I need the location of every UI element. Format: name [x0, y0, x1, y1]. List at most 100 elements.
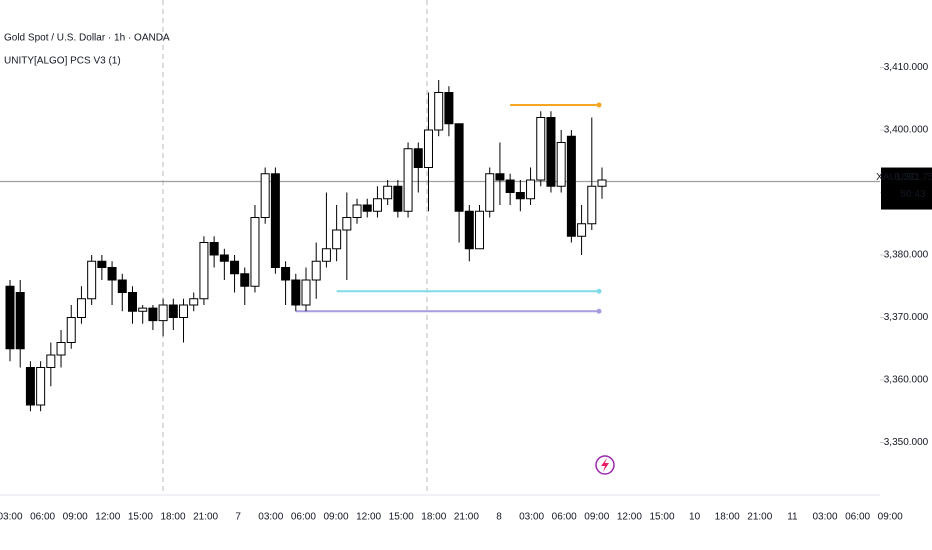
candle-body — [158, 304, 168, 322]
candle-body — [485, 173, 495, 212]
x-tick-label: 10 — [689, 512, 701, 523]
x-tick-label: 03:00 — [812, 512, 837, 523]
lightning-icon — [595, 455, 615, 475]
x-tick-label: 18:00 — [421, 512, 446, 523]
x-tick-label: 8 — [496, 512, 502, 523]
candle-body — [260, 173, 270, 218]
candle-body — [444, 92, 454, 125]
candle-body — [25, 367, 35, 406]
level-marker — [596, 308, 602, 314]
candle-body — [587, 185, 597, 225]
candle-body — [352, 204, 362, 218]
candle-body — [372, 198, 382, 212]
candle-body — [117, 279, 127, 293]
x-tick-label: 15:00 — [389, 512, 414, 523]
candle-body — [97, 260, 107, 268]
candle-body — [597, 179, 607, 187]
x-tick-label: 09:00 — [584, 512, 609, 523]
candle-body — [556, 142, 566, 187]
candle-body — [362, 204, 372, 212]
y-tick-label: 3,380.000 — [884, 250, 929, 261]
y-tick-label: 3,350.000 — [884, 437, 929, 448]
candle-body — [332, 229, 342, 250]
candle-body — [342, 217, 352, 231]
indicator-name: UNITY[ALGO] PCS V3 (1) — [4, 56, 121, 67]
candle-body — [250, 217, 260, 287]
candle-body — [270, 173, 280, 268]
y-tick-label: 3,360.000 — [884, 375, 929, 386]
x-tick-label: 21:00 — [747, 512, 772, 523]
candle-body — [179, 304, 189, 318]
x-tick-label: 12:00 — [356, 512, 381, 523]
candle-body — [46, 354, 56, 368]
x-tick-label: 09:00 — [878, 512, 903, 523]
x-tick-label: 12:00 — [95, 512, 120, 523]
candle-body — [209, 242, 219, 256]
countdown: 50:43 — [900, 189, 925, 200]
candle-body — [230, 260, 240, 275]
candle-body — [526, 179, 536, 200]
x-tick-label: 12:00 — [617, 512, 642, 523]
candle-body — [383, 185, 393, 200]
candle-body — [546, 117, 556, 187]
candle-body — [219, 254, 229, 262]
candle-body — [301, 279, 311, 306]
y-tick-label: 3,400.000 — [884, 125, 929, 136]
candle-body — [505, 179, 515, 193]
candle-body — [536, 117, 546, 181]
candle-body — [127, 292, 137, 312]
last-price-label: 3,391.755 — [895, 172, 932, 183]
candle-body — [475, 210, 485, 250]
candle-body — [36, 367, 46, 406]
candle-body — [515, 192, 525, 200]
candle-body — [87, 260, 97, 300]
candle-body — [291, 279, 301, 306]
candle-body — [76, 298, 86, 318]
x-tick-label: 03:00 — [258, 512, 283, 523]
candle-body — [413, 148, 423, 168]
level-marker — [596, 102, 602, 108]
x-tick-label: 06:00 — [30, 512, 55, 523]
x-tick-label: 11 — [787, 512, 798, 523]
candle-body — [15, 292, 25, 350]
x-tick-label: 03:00 — [519, 512, 544, 523]
candle-body — [148, 307, 158, 322]
candle-body — [454, 123, 464, 212]
symbol-label: XAUUSD — [876, 172, 918, 183]
x-tick-label: 15:00 — [649, 512, 674, 523]
x-tick-label: 03:00 — [0, 512, 23, 523]
candle-body — [66, 317, 76, 343]
x-tick-label: 21:00 — [193, 512, 218, 523]
x-tick-label: 18:00 — [160, 512, 185, 523]
candle-body — [464, 210, 474, 250]
candle-body — [393, 185, 403, 212]
candle-body — [5, 285, 15, 350]
y-tick-label: 3,410.000 — [884, 62, 929, 73]
candle-body — [311, 260, 321, 281]
candle-body — [189, 298, 199, 306]
candle-body — [423, 129, 433, 168]
candle-body — [577, 223, 587, 237]
candle-body — [168, 304, 178, 318]
x-tick-label: 06:00 — [552, 512, 577, 523]
candle-body — [281, 267, 291, 281]
x-tick-label: 09:00 — [63, 512, 88, 523]
candle-body — [403, 148, 413, 212]
x-tick-label: 15:00 — [128, 512, 153, 523]
price-label-box — [881, 167, 932, 210]
level-marker — [596, 288, 602, 294]
candle-body — [56, 342, 66, 356]
x-tick-label: 21:00 — [454, 512, 479, 523]
x-tick-label: 09:00 — [323, 512, 348, 523]
candle-body — [107, 267, 117, 281]
x-tick-label: 18:00 — [715, 512, 740, 523]
y-tick-label: 3,370.000 — [884, 312, 929, 323]
candle-body — [138, 307, 148, 312]
x-tick-label: 06:00 — [845, 512, 870, 523]
candle-body — [199, 242, 209, 300]
x-tick-label: 7 — [235, 512, 241, 523]
x-tick-label: 06:00 — [291, 512, 316, 523]
candle-body — [240, 273, 250, 287]
candle-body — [495, 173, 505, 181]
